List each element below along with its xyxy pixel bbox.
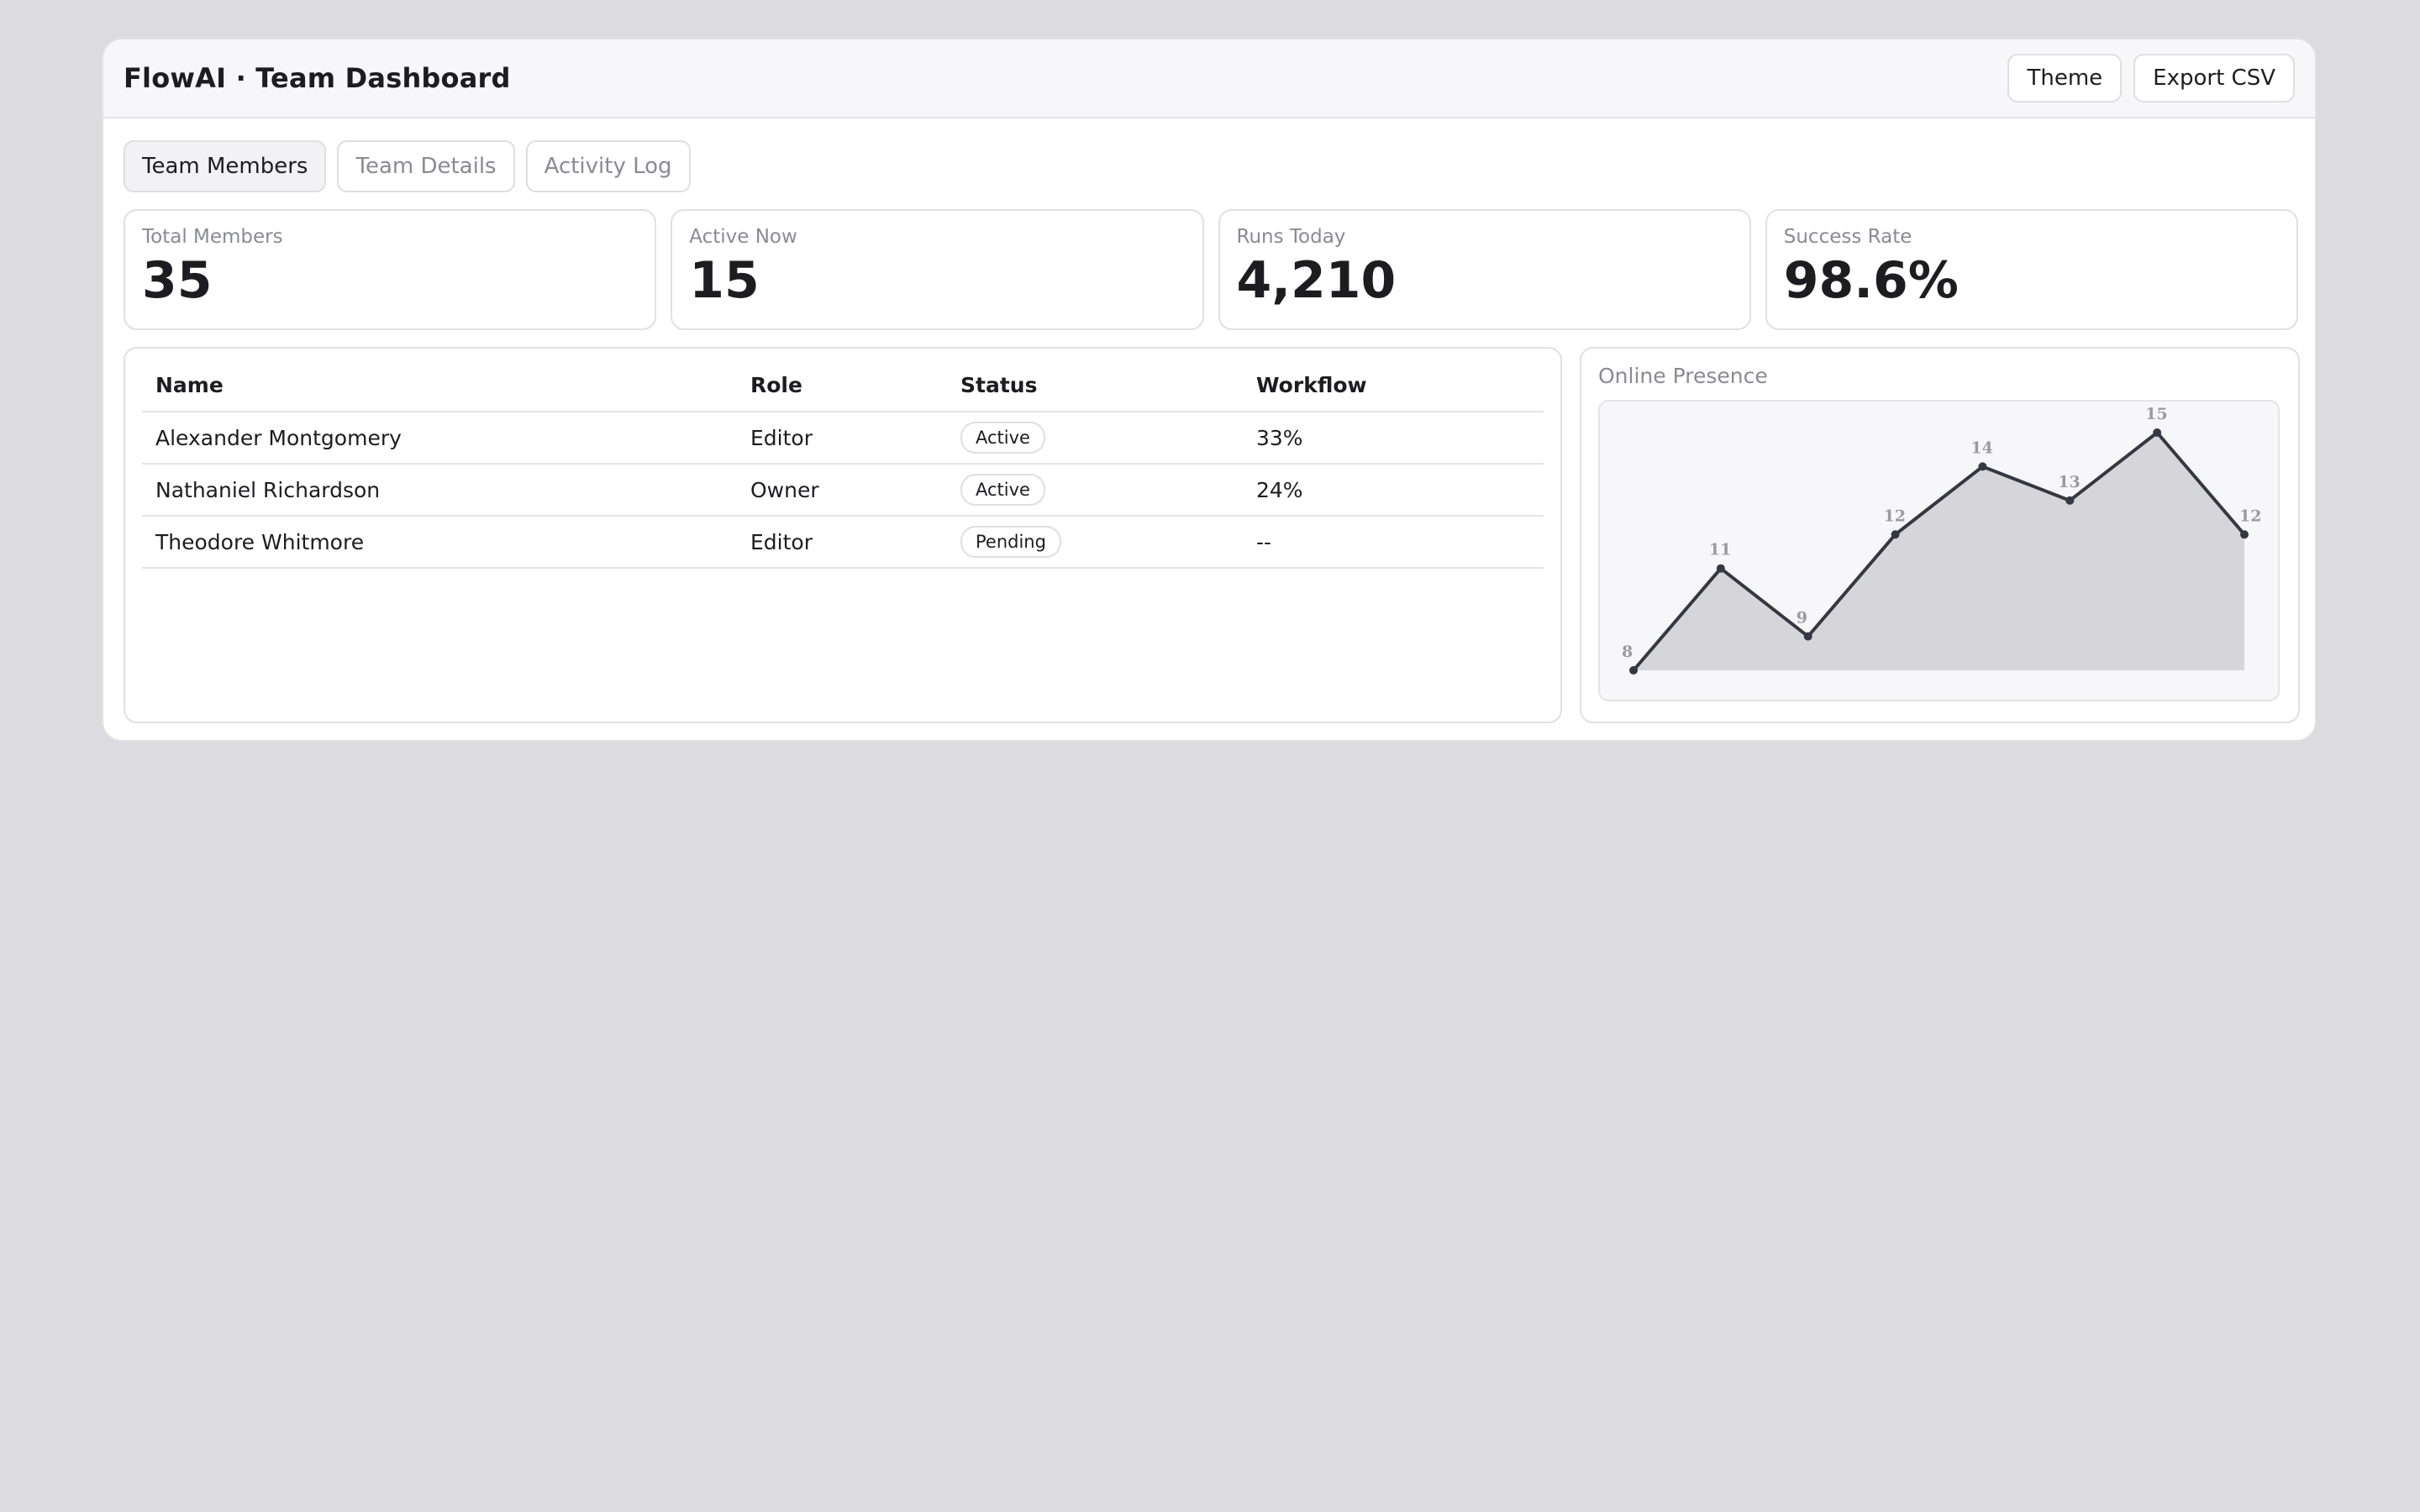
tab-activity-log[interactable]: Activity Log <box>525 140 691 192</box>
table-row[interactable]: Nathaniel Richardson Owner Active 24% <box>142 464 1544 517</box>
presence-chart-svg: 8 11 9 12 14 13 15 12 <box>1622 405 2261 675</box>
table-row[interactable]: Theodore Whitmore Editor Pending -- <box>142 516 1544 569</box>
app-header: FlowAI · Team Dashboard Theme Export CSV <box>103 39 2315 118</box>
online-presence-card: Online Presence 8 11 9 12 14 13 15 12 <box>1580 347 2300 723</box>
data-label: 11 <box>1709 541 1731 559</box>
tab-bar: Team Members Team Details Activity Log <box>124 140 691 192</box>
member-status-cell: Active <box>947 412 1243 465</box>
stat-card-runs-today: Runs Today 4,210 <box>1218 209 1751 330</box>
data-label: 8 <box>1622 643 1633 661</box>
column-header-name[interactable]: Name <box>142 359 737 412</box>
data-point <box>1716 564 1725 573</box>
presence-line <box>1632 431 2246 672</box>
data-label: 13 <box>2058 473 2080 491</box>
member-workflow: 24% <box>1243 464 1544 517</box>
data-label: 12 <box>1884 507 1906 525</box>
stat-card-success-rate: Success Rate 98.6% <box>1765 209 2298 330</box>
stat-card-active-now: Active Now 15 <box>671 209 1204 330</box>
data-label: 14 <box>1970 438 1992 457</box>
app-title: FlowAI · Team Dashboard <box>124 62 511 94</box>
status-badge: Pending <box>960 526 1061 558</box>
stat-value: 98.6% <box>1783 251 1959 310</box>
stat-card-total-members: Total Members 35 <box>124 209 657 330</box>
column-header-role[interactable]: Role <box>737 359 947 412</box>
table-header-row: Name Role Status Workflow <box>142 359 1544 412</box>
chart-title: Online Presence <box>1598 364 1768 388</box>
stats-row: Total Members 35 Active Now 15 Runs Toda… <box>124 209 2298 330</box>
presence-area <box>1634 433 2244 670</box>
stat-value: 15 <box>689 251 760 310</box>
data-label: 12 <box>2239 507 2261 525</box>
status-badge: Active <box>960 474 1045 506</box>
member-status-cell: Pending <box>947 516 1243 569</box>
tab-team-details[interactable]: Team Details <box>337 140 515 192</box>
stat-label: Runs Today <box>1236 226 1346 248</box>
data-point <box>1978 462 1987 471</box>
tab-team-members[interactable]: Team Members <box>124 140 327 192</box>
column-header-workflow[interactable]: Workflow <box>1243 359 1544 412</box>
export-csv-button[interactable]: Export CSV <box>2133 54 2295 102</box>
stat-label: Success Rate <box>1783 226 1912 248</box>
data-point <box>1891 530 1900 539</box>
stat-label: Active Now <box>689 226 797 248</box>
stat-value: 35 <box>142 251 213 310</box>
stat-label: Total Members <box>142 226 283 248</box>
member-name: Alexander Montgomery <box>142 412 737 465</box>
members-table-card: Name Role Status Workflow Alexander Mont… <box>124 347 1562 723</box>
data-point <box>1803 632 1812 641</box>
member-workflow: 33% <box>1243 412 1544 465</box>
data-point <box>2065 496 2075 505</box>
member-role: Editor <box>737 516 947 569</box>
member-workflow: -- <box>1243 516 1544 569</box>
data-point <box>1629 666 1638 675</box>
member-role: Editor <box>737 412 947 465</box>
members-table: Name Role Status Workflow Alexander Mont… <box>142 359 1544 569</box>
data-label: 9 <box>1797 609 1807 627</box>
member-name: Nathaniel Richardson <box>142 464 737 517</box>
data-label: 15 <box>2145 405 2167 423</box>
online-presence-chart: 8 11 9 12 14 13 15 12 <box>1598 400 2280 701</box>
member-name: Theodore Whitmore <box>142 516 737 569</box>
member-status-cell: Active <box>947 464 1243 517</box>
column-header-status[interactable]: Status <box>947 359 1243 412</box>
header-actions: Theme Export CSV <box>2007 54 2295 102</box>
theme-button[interactable]: Theme <box>2007 54 2123 102</box>
status-badge: Active <box>960 422 1045 454</box>
table-row[interactable]: Alexander Montgomery Editor Active 33% <box>142 412 1544 465</box>
data-point <box>2153 428 2162 437</box>
dashboard-window: FlowAI · Team Dashboard Theme Export CSV… <box>102 38 2317 742</box>
data-point <box>2240 530 2249 539</box>
member-role: Owner <box>737 464 947 517</box>
stat-value: 4,210 <box>1236 251 1397 310</box>
